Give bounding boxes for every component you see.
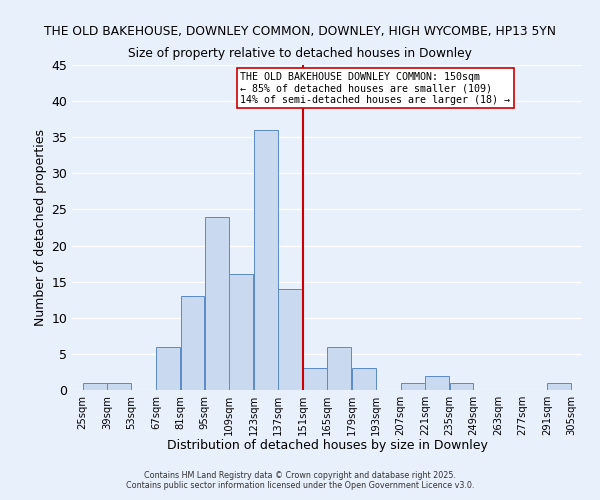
Bar	[278, 289, 302, 390]
Bar	[327, 346, 351, 390]
Bar	[401, 383, 425, 390]
X-axis label: Distribution of detached houses by size in Downley: Distribution of detached houses by size …	[167, 440, 487, 452]
Bar	[352, 368, 376, 390]
Bar	[425, 376, 449, 390]
Bar	[547, 383, 571, 390]
Bar	[449, 383, 473, 390]
Bar	[254, 130, 278, 390]
Bar	[303, 368, 327, 390]
Bar	[229, 274, 253, 390]
Bar	[205, 216, 229, 390]
Text: THE OLD BAKEHOUSE, DOWNLEY COMMON, DOWNLEY, HIGH WYCOMBE, HP13 5YN: THE OLD BAKEHOUSE, DOWNLEY COMMON, DOWNL…	[44, 25, 556, 38]
Text: Size of property relative to detached houses in Downley: Size of property relative to detached ho…	[128, 48, 472, 60]
Bar	[156, 346, 180, 390]
Bar	[107, 383, 131, 390]
Bar	[83, 383, 107, 390]
Bar	[181, 296, 205, 390]
Y-axis label: Number of detached properties: Number of detached properties	[34, 129, 47, 326]
Text: Contains HM Land Registry data © Crown copyright and database right 2025.
Contai: Contains HM Land Registry data © Crown c…	[126, 470, 474, 490]
Text: THE OLD BAKEHOUSE DOWNLEY COMMON: 150sqm
← 85% of detached houses are smaller (1: THE OLD BAKEHOUSE DOWNLEY COMMON: 150sqm…	[240, 72, 510, 104]
